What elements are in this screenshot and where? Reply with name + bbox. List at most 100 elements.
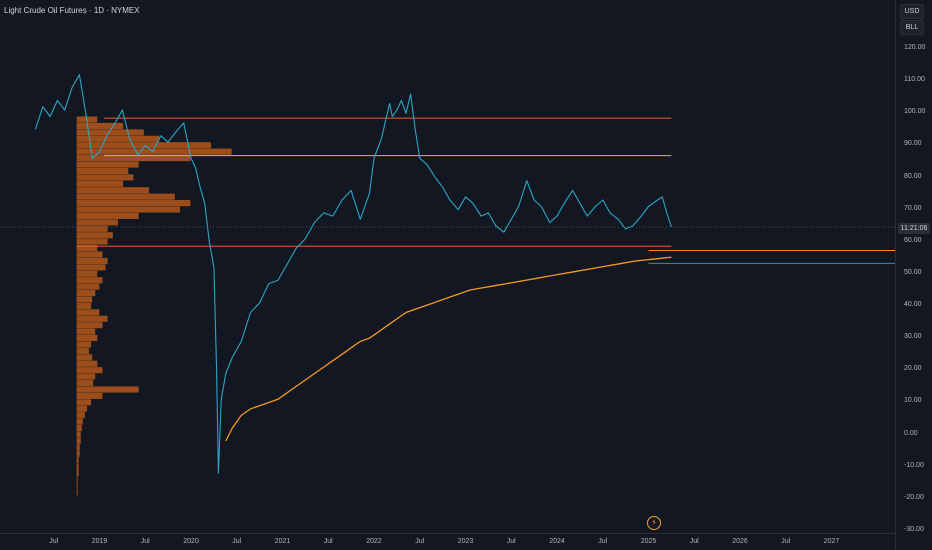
volume-profile-bar (76, 412, 85, 419)
volume-profile-bar (76, 187, 149, 194)
volume-profile-bar (76, 469, 79, 477)
volume-profile-bar (76, 463, 79, 470)
lightning-icon[interactable]: ⚡ (647, 516, 661, 530)
volume-profile-bar (76, 399, 92, 406)
volume-profile-bar (76, 405, 87, 412)
volume-profile-bar (76, 418, 83, 425)
volume-profile-bar (76, 373, 96, 380)
volume-profile-bar (76, 174, 134, 181)
y-tick-label: 110.00 (904, 76, 925, 84)
y-tick-label: 90.00 (904, 140, 922, 148)
x-tick-label: 2024 (549, 538, 565, 545)
volume-profile-bar (76, 360, 98, 367)
volume-profile-bar (76, 200, 191, 207)
y-tick-label: 10.00 (904, 397, 922, 405)
x-tick-label: 2026 (732, 538, 748, 545)
x-tick-label: Jul (781, 538, 791, 545)
time-axis-divider (0, 533, 895, 534)
x-tick-label: 2023 (457, 538, 474, 545)
moving-average-line (225, 256, 672, 442)
volume-profile-bar (76, 437, 81, 444)
volume-profile-bar (76, 476, 78, 483)
volume-profile-bar (76, 283, 100, 290)
volume-profile-bar (76, 489, 78, 496)
y-tick-label: 100.00 (904, 108, 926, 116)
volume-profile-bar (76, 482, 78, 489)
volume-profile-bar (76, 431, 81, 438)
volume-profile-bar (76, 347, 90, 354)
volume-profile-bar (76, 328, 96, 335)
x-tick-label: Jul (689, 538, 699, 545)
volume-profile-bar (76, 277, 103, 284)
y-tick-label: 80.00 (904, 172, 922, 180)
volume-profile-bar (76, 264, 106, 271)
volume-profile-bar (76, 354, 93, 361)
x-tick-label: Jul (323, 538, 333, 545)
x-tick-label: Jul (598, 538, 608, 545)
x-tick-label: Jul (415, 538, 425, 545)
volume-profile-bar (76, 424, 82, 432)
volume-profile-bar (76, 155, 191, 162)
x-tick-label: 2027 (823, 538, 840, 545)
volume-profile-bar (76, 245, 98, 252)
volume-profile-bar (76, 450, 80, 457)
y-tick-label: 70.00 (904, 204, 922, 212)
currency-button[interactable]: USD (900, 4, 924, 19)
volume-profile-bar (76, 225, 108, 232)
x-tick-label: 2022 (366, 538, 382, 545)
chart-title: Light Crude Oil Futures · 1D · NYMEX (4, 6, 140, 15)
x-tick-label: Jul (140, 538, 150, 545)
x-tick-label: Jul (49, 538, 59, 545)
y-tick-label: 50.00 (904, 268, 922, 276)
volume-profile-bar (76, 379, 94, 387)
x-tick-label: 2019 (91, 538, 108, 545)
unit-button[interactable]: BLL (900, 20, 924, 35)
volume-profile-bar (76, 367, 103, 374)
volume-profile-bar (76, 212, 139, 220)
y-tick-label: 0.00 (904, 429, 918, 437)
volume-profile-bar (76, 386, 139, 393)
x-tick-label: 2021 (274, 538, 291, 545)
volume-profile-bar (76, 290, 96, 297)
volume-profile-bar (76, 232, 113, 239)
x-tick-label: 2020 (183, 538, 199, 545)
volume-profile-bar (76, 257, 108, 264)
y-tick-label: -20.00 (904, 493, 924, 501)
price-axis-divider (895, 0, 896, 550)
volume-profile-bar (76, 122, 124, 130)
volume-profile-bar (76, 219, 118, 226)
y-tick-label: -30.00 (904, 526, 924, 533)
volume-profile-bar (76, 392, 103, 399)
volume-profile-bar (76, 322, 103, 329)
x-tick-label: Jul (506, 538, 516, 545)
volume-profile-bar (76, 341, 92, 348)
volume-profile-bar (76, 161, 139, 168)
volume-profile-bar (76, 167, 129, 175)
volume-profile-bar (76, 180, 124, 187)
y-tick-label: 30.00 (904, 333, 922, 341)
volume-profile-bar (76, 270, 98, 277)
volume-profile-bar (76, 334, 98, 342)
volume-profile-bar (76, 251, 103, 258)
y-tick-label: 120.00 (904, 44, 926, 51)
volume-profile-bar (76, 309, 100, 316)
volume-profile-bar (76, 238, 108, 245)
volume-profile-bar (76, 129, 144, 136)
volume-profile-bar (76, 193, 175, 200)
volume-profile-bar (76, 142, 211, 149)
y-tick-label: -10.00 (904, 461, 924, 469)
volume-profile-bar (76, 302, 92, 309)
volume-profile-bar (76, 444, 80, 451)
current-price-label: 11:21:06 (898, 223, 930, 234)
volume-profile-bar (76, 148, 232, 155)
volume-profile-bar (76, 296, 93, 303)
volume-profile-bar (76, 315, 108, 322)
x-tick-label: Jul (232, 538, 242, 545)
volume-profile-bar (76, 457, 79, 464)
volume-profile-bar (76, 135, 160, 142)
y-tick-label: 20.00 (904, 365, 922, 373)
y-tick-label: 40.00 (904, 301, 922, 309)
price-series-line (34, 74, 672, 474)
y-tick-label: 60.00 (904, 236, 922, 244)
